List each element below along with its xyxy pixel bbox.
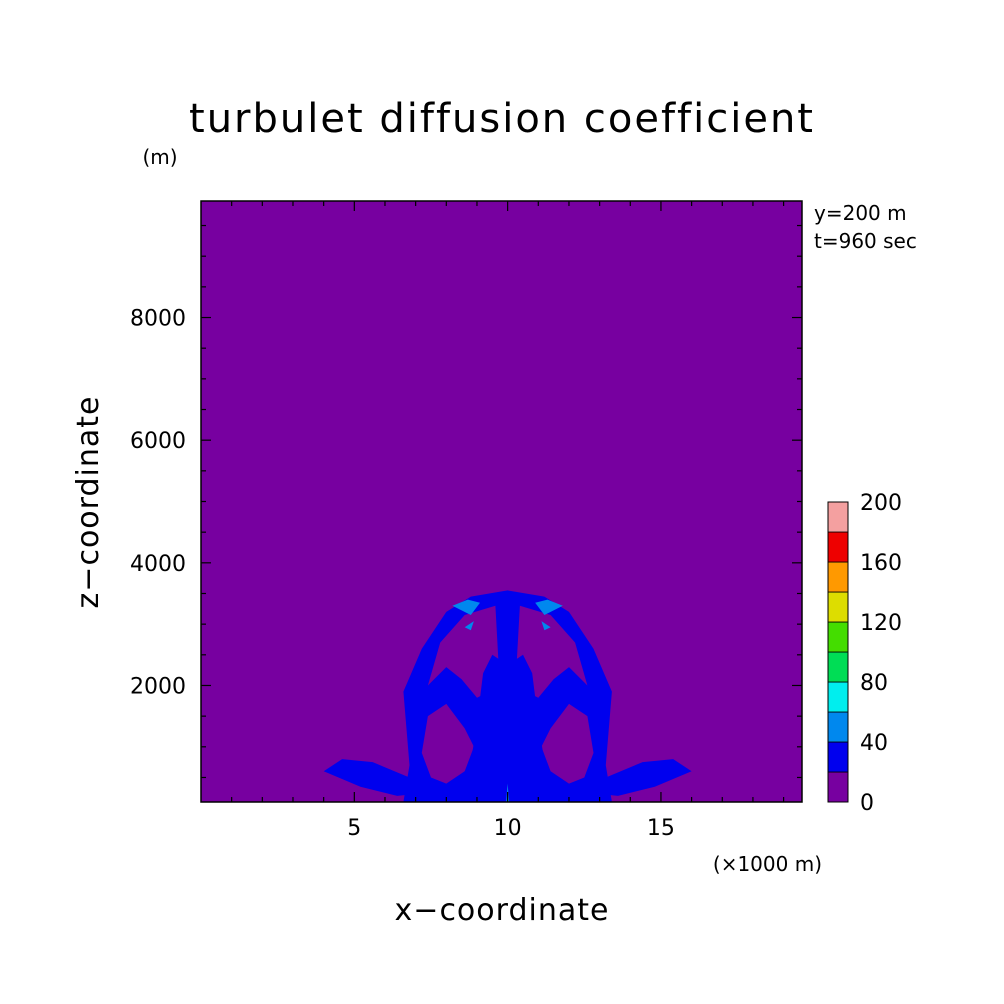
colorbar-label: 40 [860, 731, 888, 756]
y-unit-label: (m) [142, 145, 177, 169]
chart-title: turbulet diffusion coefficient [189, 96, 815, 142]
y-tick-label: 6000 [130, 429, 186, 454]
colorbar-label: 160 [860, 551, 902, 576]
y-tick-labels: 2000 4000 6000 8000 [130, 307, 186, 700]
colorbar-swatch [827, 621, 849, 653]
contour-region [587, 759, 692, 796]
contour-region [516, 605, 588, 698]
colorbar-swatch [827, 741, 849, 773]
y-tick-label: 8000 [130, 307, 186, 332]
colorbar-label: 0 [860, 791, 874, 816]
colorbar-swatch [827, 711, 849, 743]
x-tick-labels: 5 10 15 [347, 816, 675, 841]
colorbar-label: 120 [860, 611, 902, 636]
info-line-t: t=960 sec [814, 229, 917, 253]
colorbar-swatch [827, 591, 849, 623]
contour-layer [323, 590, 692, 802]
y-axis-label: z−coordinate [71, 396, 106, 609]
colorbar-swatches [827, 501, 849, 803]
x-tick-label: 5 [347, 816, 361, 841]
colorbar: 0 40 80 120 160 200 [827, 491, 902, 816]
colorbar-frame [827, 501, 849, 803]
plot-area [200, 200, 803, 803]
colorbar-label: 80 [860, 671, 888, 696]
y-tick-label: 4000 [130, 552, 186, 577]
contour-region [427, 605, 499, 698]
x-axis-label: x−coordinate [395, 893, 610, 928]
colorbar-swatch [827, 651, 849, 683]
colorbar-swatch [827, 681, 849, 713]
colorbar-swatch [827, 531, 849, 563]
contour-region [535, 599, 563, 615]
contour-region [541, 703, 594, 784]
contour-region [464, 611, 551, 802]
contour-region [464, 621, 474, 631]
x-tick-label: 15 [647, 816, 675, 841]
contour-region [421, 703, 474, 784]
colorbar-swatch [827, 561, 849, 593]
y-tick-label: 2000 [130, 675, 186, 700]
x-unit-label: (×1000 m) [713, 852, 822, 876]
contour-region [452, 599, 480, 615]
contour-region [323, 759, 428, 796]
x-tick-label: 10 [494, 816, 522, 841]
info-line-y: y=200 m [814, 201, 907, 225]
colorbar-swatch [827, 771, 849, 803]
contour-region [541, 621, 551, 631]
colorbar-label: 200 [860, 491, 902, 516]
colorbar-swatch [827, 501, 849, 533]
tick-layer [201, 201, 802, 802]
